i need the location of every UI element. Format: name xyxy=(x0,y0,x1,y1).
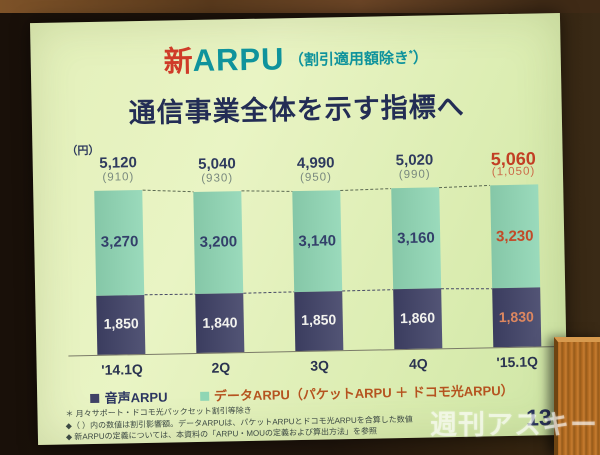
arpu-stacked-bar-chart: 5,120 (910) 3,270 1,850'14.1Q 5,040 (930) 3,20… xyxy=(68,141,577,390)
slide-subtitle: 通信事業全体を示す指標へ xyxy=(128,91,465,129)
wooden-podium xyxy=(554,337,600,455)
voice-arpu-swatch xyxy=(90,393,100,404)
trend-dashed-connectors xyxy=(142,184,492,296)
ceiling-wood-panel xyxy=(0,0,600,13)
watermark: 週刊アスキー xyxy=(430,410,598,440)
title-prefix: 新 xyxy=(163,46,193,79)
legend-label-voice: 音声ARPU xyxy=(104,389,168,406)
legend-item-voice: 音声ARPU xyxy=(90,387,168,407)
title-note: （割引適用額除き*） xyxy=(288,48,429,70)
slide-title: 新ARPU （割引適用額除き*） xyxy=(30,31,561,83)
data-arpu-swatch xyxy=(199,391,210,401)
projection-screen: 新ARPU （割引適用額除き*） 通信事業全体を示す指標へ （円） 5,120(… xyxy=(29,12,577,446)
title-main: ARPU xyxy=(192,41,285,79)
